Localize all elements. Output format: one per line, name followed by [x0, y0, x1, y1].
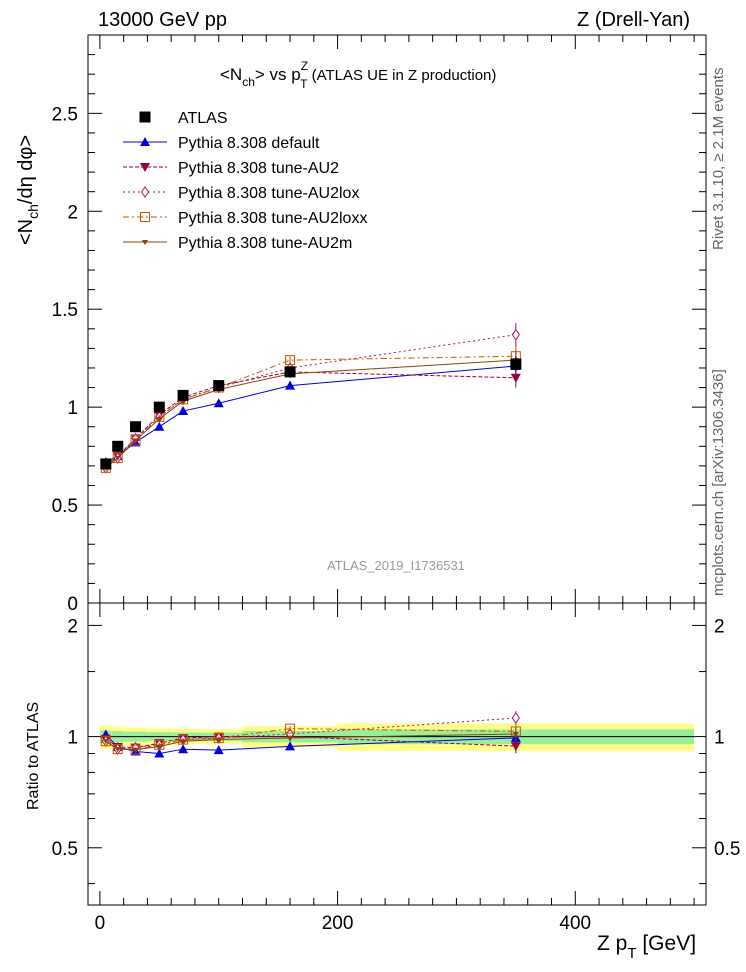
data-point: [153, 401, 165, 413]
ratio-point-0: [178, 744, 189, 754]
legend-marker-4: [142, 240, 148, 245]
ratio-point-0: [154, 748, 165, 758]
title-sup: Z: [301, 59, 308, 73]
y-tick-label: 0.5: [52, 496, 78, 517]
ratio-y-tick-label: 1: [67, 728, 78, 749]
rivet-label: Rivet 3.1.10, ≥ 2.1M events: [710, 68, 727, 251]
x-axis-label: Z pT [GeV]: [597, 932, 696, 962]
main-series-layer: [100, 322, 522, 474]
title-prefix: <N: [220, 65, 242, 84]
legend: ATLAS Pythia 8.308 default Pythia 8.308 tu…: [123, 110, 367, 252]
series-point-0: [178, 406, 189, 416]
ratio-point-4: [132, 747, 139, 753]
series-point-4: [156, 416, 163, 422]
legend-marker-atlas: [139, 111, 151, 123]
data-point: [130, 421, 142, 433]
legend-label-3: Pythia 8.308 tune-AU2loxx: [178, 210, 367, 227]
title-sub1: ch: [242, 75, 255, 89]
series-point-3: [285, 355, 296, 366]
series-line-0: [105, 365, 516, 463]
data-point: [100, 458, 112, 470]
series-line-1: [105, 371, 516, 467]
y-tick-label: 2.5: [52, 104, 78, 125]
y-tick-label: 2: [67, 202, 78, 223]
legend-label-4: Pythia 8.308 tune-AU2m: [178, 235, 352, 252]
ratio-line-4: [105, 733, 516, 751]
y-tick-label: 0: [67, 594, 78, 615]
ratio-point-0: [285, 741, 296, 751]
title-middle: > vs p: [255, 65, 301, 84]
ratio-point-4: [512, 731, 519, 737]
legend-label-1: Pythia 8.308 tune-AU2: [178, 160, 339, 177]
ratio-point-2: [511, 712, 520, 724]
series-point-3: [112, 453, 123, 464]
ratio-y-tick-label-right: 0.5: [714, 839, 740, 860]
data-point: [112, 440, 124, 452]
y-axis-label-main: <Nch/dη dφ>: [15, 135, 41, 245]
ratio-point-3: [213, 733, 224, 744]
series-point-2: [511, 328, 520, 341]
series-point-1: [510, 373, 521, 383]
x-tick-label: 0: [95, 913, 106, 934]
chart-title: <Nch> vs pZ T (ATLAS UE in Z production): [220, 59, 496, 91]
legend-marker-2: [140, 186, 150, 198]
title-sub2: T: [300, 77, 308, 91]
series-point-0: [154, 421, 165, 431]
legend-label-0: Pythia 8.308 default: [178, 135, 320, 152]
ratio-point-4: [215, 737, 222, 743]
legend-marker-3: [140, 212, 150, 222]
ratio-uncertainty-band: [99, 723, 695, 751]
ratio-point-1: [510, 742, 521, 752]
ratio-y-tick-label: 0.5: [52, 839, 78, 860]
ratio-point-4: [102, 739, 109, 745]
mcplots-label: mcplots.cern.ch [arXiv:1306.3436]: [710, 369, 727, 596]
header-left: 13000 GeV pp: [98, 9, 227, 31]
y-tick-label: 1.5: [52, 300, 78, 321]
data-point: [213, 380, 225, 392]
ratio-point-4: [114, 747, 121, 753]
x-tick-label: 200: [322, 913, 354, 934]
legend-marker-1: [140, 163, 150, 172]
ratio-y-tick-label-right: 2: [714, 616, 725, 637]
ratio-line-1: [105, 736, 516, 749]
ratio-point-3: [285, 723, 296, 734]
svg-text:<Nch> vs pZT (ATLAS UE in Z pr: <Nch> vs pZ T (ATLAS UE in Z production): [220, 59, 496, 91]
series-point-3: [130, 435, 141, 446]
ratio-series-layer: [100, 711, 521, 758]
title-suffix: (ATLAS UE in Z production): [307, 67, 496, 84]
series-point-4: [114, 456, 121, 462]
series-line-4: [105, 359, 516, 469]
ratio-point-0: [213, 745, 224, 755]
series-point-0: [285, 380, 296, 390]
legend-marker-0: [140, 137, 150, 146]
legend-label-2: Pythia 8.308 tune-AU2lox: [178, 185, 359, 202]
ratio-point-4: [287, 735, 294, 741]
y-tick-label: 1: [67, 398, 78, 419]
ratio-point-4: [156, 744, 163, 750]
y-axis-label-ratio: Ratio to ATLAS: [25, 702, 42, 810]
ratio-plot-frame: [87, 602, 707, 906]
analysis-watermark: ATLAS_2019_I1736531: [327, 558, 465, 573]
ratio-point-4: [180, 739, 187, 745]
legend-label-atlas: ATLAS: [178, 110, 228, 127]
series-point-4: [132, 438, 139, 444]
ratio-line-2: [105, 717, 516, 750]
series-point-0: [213, 398, 224, 408]
axis-ticks: 0 200 400 0 0.5 1 1.5 2 2.5 0.5 0.5 1 1 2 2: [52, 35, 740, 934]
data-point: [510, 358, 522, 370]
data-point: [284, 366, 296, 378]
ratio-y-tick-label-right: 1: [714, 728, 725, 749]
x-tick-label: 400: [559, 913, 591, 934]
ratio-point-3: [100, 736, 111, 747]
data-point: [177, 389, 189, 401]
series-line-2: [105, 334, 516, 469]
header-right: Z (Drell-Yan): [577, 9, 690, 31]
ratio-y-tick-label: 2: [67, 616, 78, 637]
